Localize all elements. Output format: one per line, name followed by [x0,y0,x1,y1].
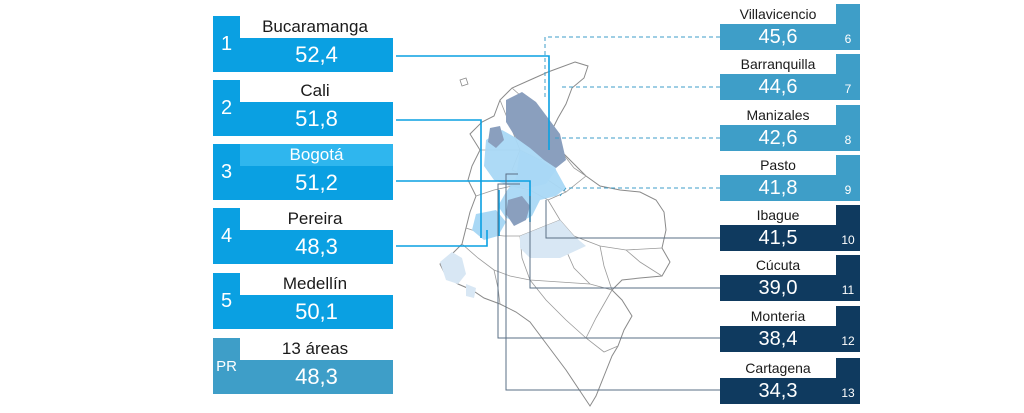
value-label: 39,0 [720,275,836,301]
city-label: Cali [300,81,330,100]
rank-box: 4 [213,208,240,264]
rank-box: 11 [836,255,860,301]
rank-box: 8 [836,105,860,151]
city-label: Pasto [760,157,796,173]
rank-box: 10 [836,205,860,251]
value-label: 45,6 [720,24,836,50]
value-label: 52,4 [240,38,393,72]
city-label: Cúcuta [755,257,801,273]
city-label: Monteria [750,308,806,324]
city-label: Villavicencio [739,6,817,22]
rank-box: 13 [836,358,860,404]
rank-box: 7 [836,54,860,100]
rank-box: 12 [836,306,860,352]
value-label: 51,2 [240,166,393,200]
value-label: 50,1 [240,295,393,329]
city-label: Bogotá [240,144,393,166]
value-label: 38,4 [720,326,836,352]
city-label: Cartagena [745,360,811,376]
right-dashed-connectors [544,36,720,197]
rank-box: 5 [213,273,240,329]
rank-box: 1 [213,16,240,72]
value-label: 51,8 [240,102,393,136]
value-label: 42,6 [720,125,836,151]
value-label: 48,3 [240,360,393,394]
rank-box: PR [213,338,240,394]
city-label: Medellín [282,274,348,293]
city-label: Barranquilla [740,56,816,72]
value-label: 44,6 [720,74,836,100]
rank-box: 9 [836,155,860,201]
island [459,77,469,87]
value-label: 34,3 [720,378,836,404]
city-label: Ibague [756,207,800,223]
city-label: Pereira [287,209,343,228]
value-label: 41,8 [720,175,836,201]
right-solid-connectors [497,173,720,391]
value-label: 41,5 [720,225,836,251]
rank-box: 6 [836,4,860,50]
value-label: 48,3 [240,230,393,264]
rank-box: 2 [213,80,240,136]
city-label: Manizales [746,107,810,123]
city-label: Bucaramanga [262,17,368,36]
rank-box: 3 [213,144,240,200]
city-label: 13 áreas [281,339,349,358]
